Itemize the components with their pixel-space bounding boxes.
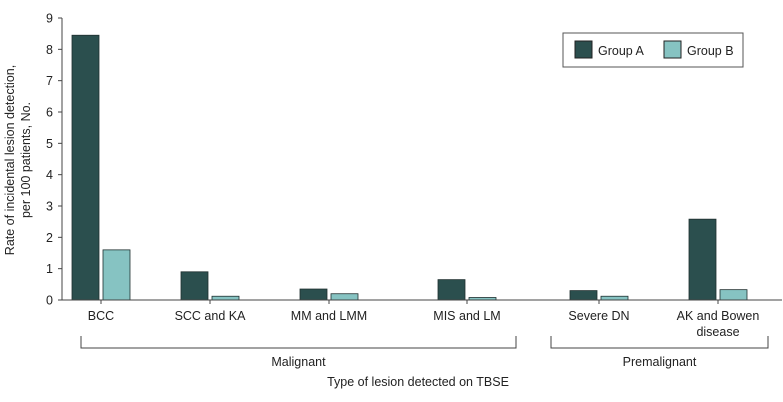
- legend-box: [562, 32, 744, 68]
- y-tick-label: 5: [46, 137, 53, 151]
- bar-group-a: [71, 34, 100, 301]
- category-labels-layer: BCC SCC and KA MM and LMM MIS and LM Severe …: [88, 300, 760, 339]
- legend-label-group-a: Group A: [598, 44, 645, 58]
- bar-group-a: [299, 288, 328, 301]
- category-label: MM and LMM: [291, 309, 367, 323]
- bar-group-a: [180, 271, 209, 301]
- legend: Group A Group B: [562, 32, 744, 68]
- category-label: Severe DN: [568, 309, 629, 323]
- y-axis-title-line-2: per 100 patients, No.: [19, 102, 33, 218]
- legend-swatch-group-a: [574, 40, 593, 59]
- y-axis-title-line-1: Rate of incidental lesion detection,: [3, 65, 17, 255]
- legend-swatch-group-b: [663, 40, 682, 59]
- y-tick-label: 4: [46, 168, 53, 182]
- y-tick-label: 7: [46, 74, 53, 88]
- group-brackets-layer: Malignant Premalignant: [80, 336, 769, 369]
- y-tick-label: 0: [46, 294, 53, 308]
- legend-label-group-b: Group B: [687, 44, 734, 58]
- y-axis-title: Rate of incidental lesion detection, per…: [3, 65, 33, 255]
- x-axis-title: Type of lesion detected on TBSE: [327, 375, 509, 389]
- category-label: SCC and KA: [175, 309, 247, 323]
- group-bracket: [550, 336, 769, 349]
- group-bracket: [80, 336, 517, 349]
- bar-group-b: [102, 249, 131, 301]
- y-tick-label: 2: [46, 231, 53, 245]
- y-tick-label: 3: [46, 200, 53, 214]
- group-label: Premalignant: [623, 355, 697, 369]
- bars-layer: [71, 34, 748, 301]
- y-tick-label: 8: [46, 43, 53, 57]
- y-tick-label: 9: [46, 12, 53, 26]
- category-label: MIS and LM: [433, 309, 500, 323]
- bar-group-b: [330, 293, 359, 301]
- y-tick-label: 6: [46, 106, 53, 120]
- group-label: Malignant: [271, 355, 326, 369]
- category-label: disease: [696, 325, 739, 339]
- bar-group-b: [719, 289, 748, 301]
- bar-group-a: [437, 279, 466, 301]
- bar-group-a: [569, 290, 598, 301]
- y-tick-layer: 0 1 2 3 4 5 6 7 8 9: [46, 12, 62, 308]
- bar-group-b: [600, 295, 629, 301]
- category-label: AK and Bowen: [677, 309, 760, 323]
- category-label: BCC: [88, 309, 114, 323]
- y-tick-label: 1: [46, 262, 53, 276]
- bar-group-b: [211, 295, 240, 301]
- axis-layer: [61, 18, 782, 301]
- bar-group-a: [688, 218, 717, 301]
